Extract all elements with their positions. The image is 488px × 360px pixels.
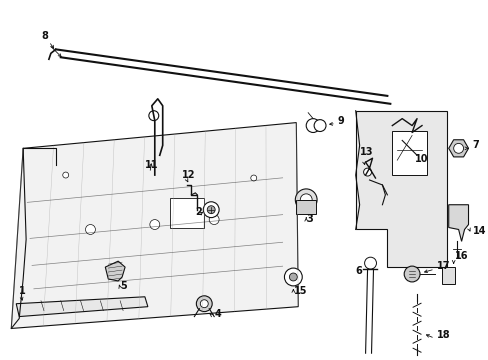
Circle shape [364, 257, 376, 269]
Text: 14: 14 [471, 226, 485, 237]
Text: 11: 11 [144, 160, 158, 170]
Circle shape [453, 143, 463, 153]
Bar [391, 131, 426, 175]
Text: 8: 8 [41, 31, 48, 41]
Circle shape [250, 175, 256, 181]
Text: 5: 5 [120, 281, 127, 291]
Text: 6: 6 [355, 266, 362, 276]
Text: 16: 16 [454, 251, 467, 261]
Circle shape [300, 194, 311, 206]
Circle shape [203, 202, 219, 217]
Circle shape [313, 120, 325, 131]
Circle shape [209, 215, 219, 225]
Circle shape [305, 119, 320, 132]
Circle shape [149, 220, 160, 229]
Text: 1: 1 [19, 286, 26, 296]
Circle shape [404, 266, 419, 282]
Bar [169, 198, 204, 228]
Circle shape [207, 206, 215, 213]
Circle shape [200, 300, 208, 308]
Text: 18: 18 [436, 330, 449, 340]
Text: 15: 15 [294, 286, 307, 296]
Polygon shape [16, 297, 147, 316]
Circle shape [289, 273, 297, 281]
Text: 3: 3 [305, 213, 312, 224]
Circle shape [85, 225, 95, 234]
Circle shape [196, 296, 212, 312]
Circle shape [284, 268, 302, 286]
Text: 12: 12 [181, 170, 195, 180]
Polygon shape [11, 123, 298, 328]
Text: 10: 10 [414, 154, 427, 164]
Polygon shape [105, 261, 125, 281]
Text: 13: 13 [359, 147, 372, 157]
Text: 7: 7 [471, 140, 478, 150]
Circle shape [363, 168, 371, 176]
Circle shape [148, 111, 159, 121]
Polygon shape [448, 140, 468, 157]
Text: 17: 17 [436, 261, 449, 271]
Text: 2: 2 [195, 207, 202, 217]
Polygon shape [441, 267, 454, 284]
Polygon shape [448, 205, 468, 241]
Polygon shape [355, 111, 446, 267]
Circle shape [62, 172, 68, 178]
Text: 4: 4 [214, 309, 221, 319]
Circle shape [295, 189, 316, 211]
Bar [296, 200, 315, 213]
Text: 9: 9 [337, 116, 344, 126]
